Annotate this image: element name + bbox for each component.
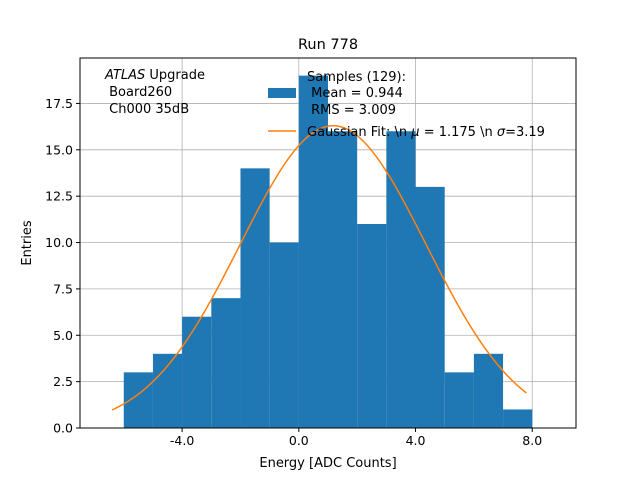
histogram-bar: [444, 372, 474, 428]
atlas-word: ATLAS: [104, 68, 145, 83]
histogram-bar: [503, 409, 533, 428]
y-tick-label: 15.0: [45, 142, 73, 157]
y-axis-label: Entries: [20, 220, 35, 266]
histogram-bar: [415, 186, 445, 428]
histogram-bar: [123, 372, 153, 428]
y-tick-label: 2.5: [53, 374, 73, 389]
y-tick-label: 0.0: [53, 421, 73, 436]
legend: Samples (129): Mean = 0.944 RMS = 3.009 …: [268, 70, 545, 140]
atlas-label-line1: ATLAS Upgrade: [104, 68, 205, 83]
atlas-channel-label: Ch000 35dB: [105, 102, 189, 117]
y-tick-label: 7.5: [53, 281, 73, 296]
legend-fit-mu: μ: [410, 125, 419, 140]
histogram-bar: [240, 168, 270, 428]
x-tick-label: 0.0: [289, 433, 309, 448]
histogram-bars: [123, 75, 533, 428]
legend-fit-label: Gaussian Fit: \n μ = 1.175 \n σ=3.19: [307, 125, 545, 140]
y-tick-label: 17.5: [45, 96, 73, 111]
atlas-upgrade: Upgrade: [145, 68, 205, 83]
x-tick-label: 8.0: [522, 433, 542, 448]
atlas-annotation: ATLAS Upgrade Board260 Ch000 35dB: [104, 68, 205, 117]
y-tick-label: 5.0: [53, 328, 73, 343]
y-tick-label: 10.0: [45, 235, 73, 250]
histogram-bar: [298, 75, 328, 428]
legend-hist-label-line2: Mean = 0.944: [307, 86, 403, 101]
gaussian-fit-curve: [111, 124, 527, 411]
legend-hist-label-line3: RMS = 3.009: [307, 103, 396, 118]
x-axis-label: Energy [ADC Counts]: [259, 456, 396, 471]
legend-fit-suffix: =3.19: [505, 125, 545, 140]
histogram-bar: [357, 223, 387, 428]
histogram-bar: [211, 298, 241, 428]
atlas-board-label: Board260: [105, 85, 172, 100]
legend-fit-mid: = 1.175 \n: [420, 125, 497, 140]
histogram-bar: [386, 131, 416, 428]
histogram-bar: [182, 316, 212, 428]
legend-fit-sigma: σ: [497, 125, 506, 140]
y-axis-ticks: 0.0 2.5 5.0 7.5 10.0 12.5 15.0 17.5: [45, 96, 80, 436]
x-tick-label: 4.0: [406, 433, 426, 448]
chart-title: Run 778: [298, 37, 358, 53]
histogram-bar: [328, 131, 358, 428]
legend-fit-prefix: Gaussian Fit: \n: [307, 125, 411, 140]
x-tick-label: -4.0: [170, 433, 194, 448]
legend-hist-label-line1: Samples (129):: [307, 70, 406, 85]
histogram-bar: [269, 242, 299, 428]
gaussian-fit-line: [111, 124, 527, 411]
legend-hist-swatch: [268, 88, 296, 98]
x-axis-ticks: -4.0 0.0 4.0 8.0: [170, 428, 542, 448]
y-tick-label: 12.5: [45, 189, 73, 204]
